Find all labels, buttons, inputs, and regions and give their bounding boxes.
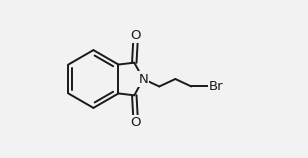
Text: N: N [138, 73, 148, 85]
Text: O: O [131, 116, 141, 129]
Text: Br: Br [209, 80, 224, 93]
Text: O: O [131, 29, 141, 42]
